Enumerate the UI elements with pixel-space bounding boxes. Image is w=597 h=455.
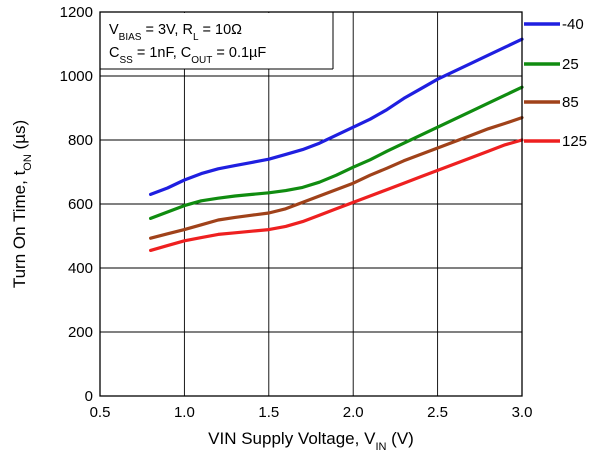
plot-area-border (99, 11, 523, 397)
y-tick-label: 400 (68, 260, 93, 277)
x-axis-title: VIN Supply Voltage, VIN (V) (208, 429, 414, 453)
x-tick-label: 3.0 (512, 404, 533, 421)
x-axis-title-suffix: (V) (386, 429, 413, 448)
annotation-line-1-part: = 10Ω (199, 22, 243, 38)
tick-labels: 0.5 1.0 1.5 2.0 2.5 3.0 0 200 400 600 800 1000 1200 (60, 4, 533, 421)
legend-label-85: 85 (562, 94, 579, 111)
series-line-25 (149, 85, 524, 220)
annotation-background (101, 13, 333, 69)
y-axis-title-main: Turn On Time, t (10, 170, 29, 288)
y-tick-label: 200 (68, 324, 93, 341)
x-tick-label: 1.0 (174, 404, 195, 421)
annotation-line-1-part: L (193, 32, 199, 43)
series-line-125 (149, 138, 524, 252)
y-tick-label: 1000 (60, 68, 93, 85)
annotation-line-2-part: SS (119, 55, 133, 66)
x-tick-label: 2.5 (427, 404, 448, 421)
annotation-line-2-part: C (109, 45, 119, 61)
y-tick-label: 800 (68, 132, 93, 149)
annotation-line-2-part: OUT (191, 55, 212, 66)
y-tick-label: 0 (85, 388, 93, 405)
legend-label-25: 25 (562, 56, 579, 73)
y-axis-title-sub: ON (22, 154, 34, 171)
annotation-line-2: CSS = 1nF, COUT = 0.1µF (109, 45, 266, 66)
annotation-line-1-part: BIAS (119, 32, 142, 43)
annotation-line-2-part: = 0.1µF (212, 45, 266, 61)
y-axis-title: Turn On Time, tON (µs) (10, 120, 34, 288)
annotation-line-2-part: = 1nF, C (133, 45, 191, 61)
series-lines (149, 37, 524, 252)
x-axis-title-sub: IN (375, 441, 386, 453)
legend-label--40: -40 (562, 16, 584, 33)
y-tick-label: 600 (68, 196, 93, 213)
annotation-line-1: VBIAS = 3V, RL = 10Ω (109, 22, 242, 43)
series-line--40 (149, 37, 524, 196)
x-tick-label: 2.0 (343, 404, 364, 421)
x-axis-title-main: VIN Supply Voltage, V (208, 429, 376, 448)
x-tick-label: 1.5 (258, 404, 279, 421)
series-line-85 (149, 115, 524, 240)
y-axis-title-suffix: (µs) (10, 120, 29, 154)
y-tick-label: 1200 (60, 4, 93, 21)
annotation-line-1-part: V (109, 22, 119, 38)
legend: -40 25 85 125 (524, 16, 587, 150)
legend-label-125: 125 (562, 133, 587, 150)
annotation-line-1-part: = 3V, R (141, 22, 192, 38)
x-tick-label: 0.5 (90, 404, 111, 421)
